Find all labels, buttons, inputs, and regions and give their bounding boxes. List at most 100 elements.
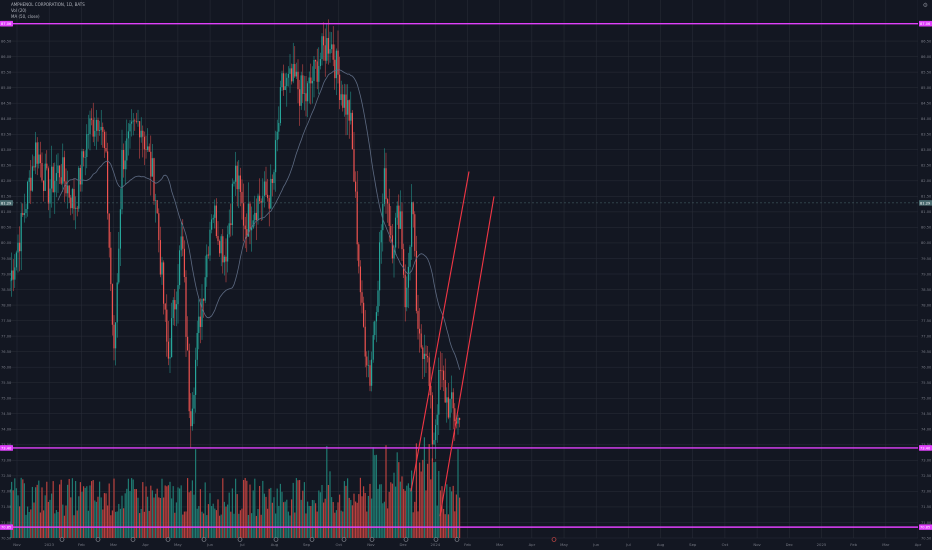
volume-bar — [188, 492, 190, 538]
price-tick-label: 72.50 — [1, 474, 12, 478]
candle-body — [193, 394, 195, 409]
candle-body — [351, 112, 353, 150]
volume-bar — [316, 511, 318, 538]
volume-bar — [348, 497, 350, 538]
price-tick-label: 71.50 — [1, 505, 12, 509]
gear-icon[interactable]: ⚙ — [922, 2, 928, 9]
volume-bar — [86, 486, 88, 538]
volume-bar — [393, 472, 395, 538]
time-tick-label: Jun — [206, 542, 214, 547]
volume-bar — [23, 483, 25, 538]
volume-bar — [35, 487, 37, 538]
candle-body — [97, 119, 99, 131]
candle-body — [215, 205, 217, 237]
volume-bar — [283, 502, 285, 538]
candle-body — [268, 198, 270, 209]
trend-line-upper — [410, 171, 470, 492]
volume-bar — [41, 487, 43, 538]
volume-bar — [435, 461, 437, 538]
price-tick-label: 85.00 — [1, 86, 12, 90]
candle-body — [321, 36, 323, 60]
candle-body — [121, 150, 123, 210]
volume-bar — [150, 485, 152, 538]
volume-bar — [438, 470, 440, 538]
volume-bar — [281, 491, 283, 538]
volume-bar — [382, 503, 384, 538]
candle-body — [180, 236, 182, 251]
volume-bar — [15, 488, 17, 538]
price-badge-label: 73.40 — [920, 446, 931, 450]
volume-bar — [343, 481, 345, 538]
candle-body — [59, 165, 61, 178]
volume-bar — [76, 510, 78, 538]
candle-body — [406, 287, 408, 308]
candle-body — [302, 75, 304, 94]
price-tick-label: 70.50 — [1, 536, 12, 540]
candle-body — [27, 181, 29, 210]
price-axis-background — [918, 0, 932, 550]
volume-bar — [246, 480, 248, 538]
time-tick-label: Dec — [786, 542, 793, 547]
volume-bar — [228, 492, 230, 538]
candlestick-series — [9, 19, 461, 461]
volume-bar — [452, 485, 454, 538]
volume-bar — [383, 501, 385, 538]
candle-body — [374, 321, 376, 336]
candle-body — [263, 181, 265, 196]
volume-bar — [420, 471, 422, 538]
volume-bar — [209, 493, 211, 538]
candle-body — [415, 250, 417, 311]
symbol-title[interactable]: AMPHENOL CORPORATION, 1D, BATS — [11, 2, 85, 7]
candle-body — [398, 205, 400, 229]
time-tick-label: Oct — [722, 542, 729, 547]
price-tick-label: 83.50 — [1, 133, 12, 137]
candle-body — [364, 326, 366, 357]
time-tick-label: Apr — [529, 542, 536, 547]
volume-bar — [99, 481, 101, 538]
candle-body — [47, 168, 49, 204]
candle-body — [281, 73, 283, 88]
volume-bar — [175, 502, 177, 538]
volume-bar — [193, 494, 195, 538]
price-tick-label: 86.50 — [921, 39, 932, 43]
candle-body — [199, 316, 201, 327]
candle-body — [107, 151, 109, 214]
volume-bar — [84, 487, 86, 538]
candle-body — [289, 68, 291, 74]
price-badge-label: 70.85 — [920, 526, 930, 530]
volume-bar — [275, 513, 277, 538]
volume-bar — [67, 484, 69, 538]
time-axis[interactable]: Nov 2023 Feb Mar Apr May Jun Jul Aug Sep Oct Nov Dec… — [0, 540, 932, 550]
price-tick-label: 76.50 — [1, 350, 12, 354]
volume-bar — [148, 510, 150, 538]
moving-average-label[interactable]: MA (50, close) — [11, 14, 40, 19]
candle-body — [25, 209, 27, 214]
candle-body — [30, 177, 32, 191]
candle-body — [335, 50, 337, 79]
volume-bar — [91, 481, 93, 538]
candle-body — [319, 59, 321, 67]
volume-bar — [14, 478, 16, 538]
volume-bar — [135, 489, 137, 538]
volume-indicator-label[interactable]: Vol (20) — [11, 8, 27, 13]
candle-body — [369, 365, 371, 386]
price-tick-label: 81.00 — [1, 210, 12, 214]
price-tick-label: 74.50 — [1, 412, 12, 416]
volume-bar — [428, 444, 430, 538]
candle-body — [100, 126, 102, 130]
candle-body — [150, 151, 152, 177]
candle-body — [337, 50, 339, 75]
candle-body — [118, 248, 120, 283]
volume-bar — [307, 501, 309, 538]
volume-bar — [127, 478, 129, 538]
candle-body — [305, 93, 307, 102]
candle-body — [119, 209, 121, 249]
candle-body — [283, 73, 285, 91]
volume-bar — [361, 496, 363, 538]
volume-bar — [340, 510, 342, 538]
time-tick-label: Sep — [689, 542, 697, 547]
candle-body — [102, 126, 104, 132]
event-marker-icon — [551, 537, 557, 542]
